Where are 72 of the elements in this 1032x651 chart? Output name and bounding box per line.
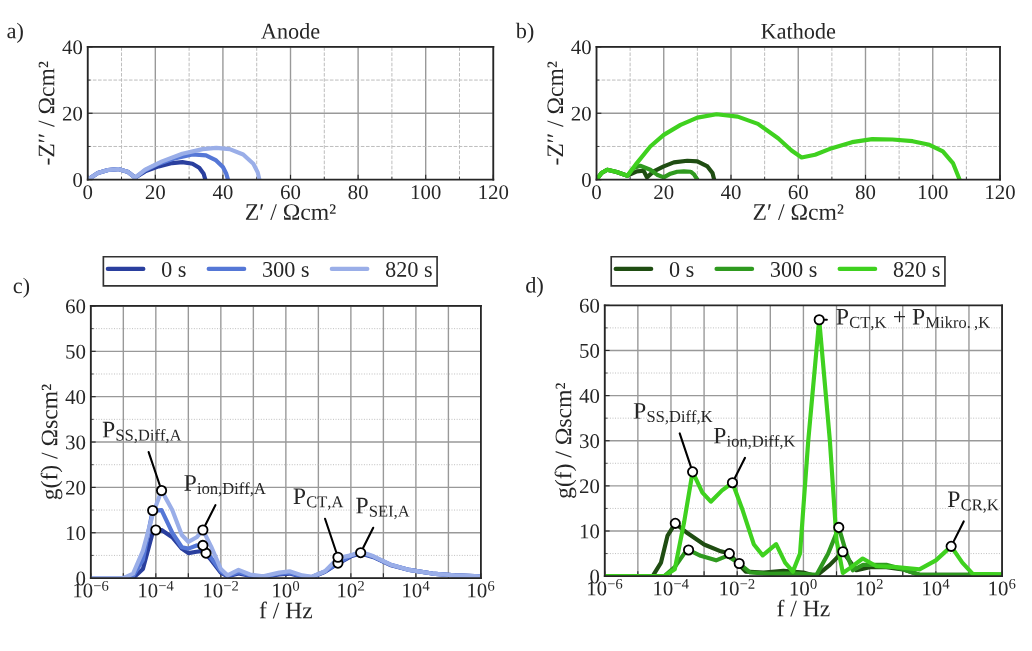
annotation: P$_{SS,Diff,K}$ [633, 403, 713, 425]
chart-title: Kathode [761, 23, 836, 39]
legend-label: 0 s [161, 261, 186, 277]
y-tick-label: 40 [571, 40, 591, 55]
x-tick-label: 80 [348, 185, 368, 200]
y-tick-label: 0 [582, 173, 591, 188]
x-tick-label: 10$^{6}$ [989, 578, 1016, 596]
annotation: P$_{ion,Diff,K}$ [713, 427, 796, 450]
annotation: P$_{SS,Diff,A}$ [102, 421, 182, 444]
x-axis-title: f / Hz [777, 599, 830, 617]
x-tick-label: 10$^{2}$ [856, 578, 883, 596]
x-tick-label: 10$^{2}$ [338, 580, 364, 598]
x-tick-label: 80 [855, 185, 876, 200]
annotation: P$_{SEI,A}$ [356, 497, 410, 520]
x-tick-label: 40 [212, 185, 233, 200]
x-tick-label: 60 [280, 185, 301, 200]
legend-label: 0 s [669, 261, 694, 277]
x-tick-label: 120 [479, 185, 509, 200]
y-axis-title: g(f) / Ωscm² [554, 383, 577, 498]
chart-title: Anode [261, 23, 320, 39]
annotation: P$_{CR,K}$ [947, 491, 999, 513]
y-tick-label: 0 [73, 173, 83, 188]
y-tick-label: 30 [66, 435, 86, 450]
y-tick-label: 20 [66, 480, 86, 495]
line-series [87, 145, 262, 180]
text: b) [515, 22, 534, 43]
x-axis-title: Z′ / Ωcm² [753, 204, 844, 221]
annotation: P$_{CT,A}$ [293, 488, 344, 510]
x-tick-label: 10$^{−4}$ [139, 580, 174, 598]
x-tick-label: 10$^{4}$ [923, 578, 950, 596]
legend-label: 300 s [263, 261, 309, 277]
x-tick-label: 10$^{−2}$ [204, 580, 239, 598]
text: d) [526, 277, 543, 298]
y-tick-label: 40 [62, 40, 83, 55]
legend-label: 820 s [385, 261, 432, 277]
x-tick-label: 40 [720, 185, 741, 200]
y-tick-label: 40 [65, 390, 86, 405]
legend-label: 300 s [770, 261, 817, 277]
x-tick-label: 10$^{−4}$ [654, 578, 689, 596]
text: c) [13, 277, 30, 298]
line-series [596, 112, 962, 180]
y-tick-label: 50 [580, 343, 600, 358]
x-tick-label: 10$^{0}$ [790, 578, 817, 596]
x-tick-label: 60 [788, 185, 808, 200]
y-tick-label: 50 [66, 344, 86, 359]
x-tick-label: 10$^{4}$ [403, 580, 430, 598]
x-tick-label: 100 [918, 185, 948, 200]
y-tick-label: 20 [579, 479, 600, 494]
y-axis-title: -Z′′ / Ωcm² [547, 61, 564, 165]
y-tick-label: 60 [579, 298, 600, 313]
x-axis-title: f / Hz [259, 601, 313, 619]
x-tick-label: 20 [145, 185, 165, 200]
annotation: P$_{CT,K}$ + P$_{Mikro.,K}$ [836, 309, 990, 331]
annotation: P$_{ion,Diff,A}$ [184, 475, 266, 497]
x-tick-label: 100 [411, 185, 441, 200]
y-axis-title: -Z′′ / Ωcm² [38, 61, 55, 165]
y-axis-title: g(f) / Ωscm² [40, 384, 63, 500]
y-tick-label: 60 [66, 299, 86, 314]
x-tick-label: 120 [986, 185, 1015, 200]
x-tick-label: 10$^{6}$ [468, 580, 495, 598]
y-tick-label: 20 [62, 106, 83, 121]
x-axis-title: Z′ / Ωcm² [245, 204, 336, 221]
text: a) [7, 22, 23, 43]
y-tick-label: 10 [580, 524, 600, 539]
y-tick-label: 40 [579, 388, 600, 404]
x-tick-label: 20 [654, 185, 674, 200]
y-tick-label: 20 [571, 106, 591, 121]
x-tick-label: 10$^{0}$ [273, 580, 300, 598]
y-tick-label: 30 [580, 434, 600, 449]
legend-label: 820 s [893, 261, 940, 277]
x-tick-label: 10$^{−2}$ [720, 578, 755, 596]
y-tick-label: 10 [66, 526, 86, 541]
